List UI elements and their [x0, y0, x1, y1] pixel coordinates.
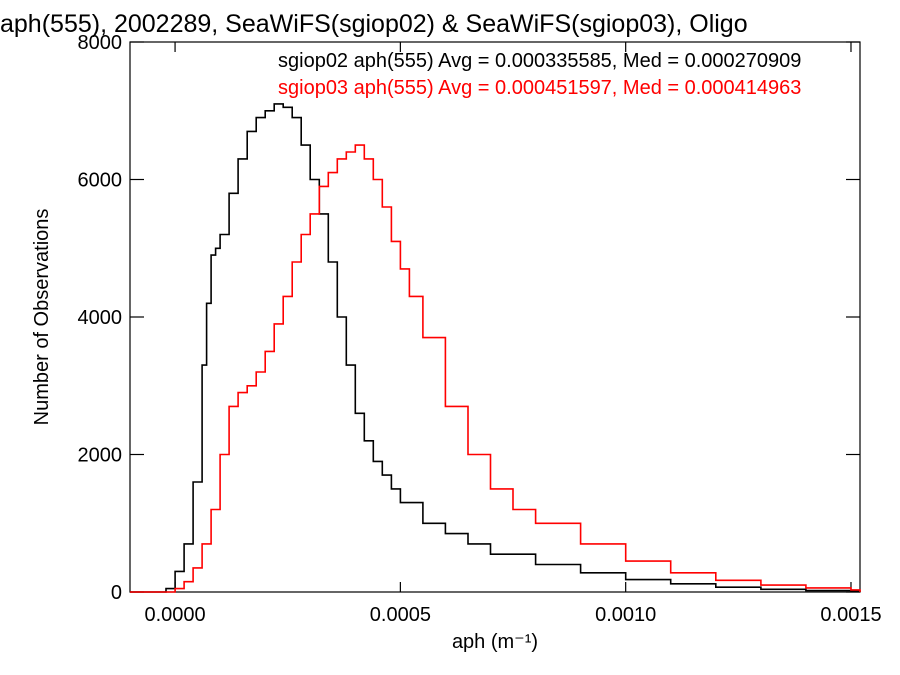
y-tick-label: 0: [111, 582, 122, 604]
annotation-sgiop02: sgiop02 aph(555) Avg = 0.000335585, Med …: [278, 50, 801, 72]
y-tick-label: 6000: [78, 170, 123, 192]
x-axis-label: aph (m⁻¹): [452, 631, 538, 653]
x-ticks: 0.0000 0.0005 0.0010 0.0015: [144, 42, 882, 626]
x-tick-label: 0.0005: [370, 604, 431, 626]
y-ticks: 0 2000 4000 6000 8000: [78, 32, 860, 604]
x-tick-label: 0.0000: [144, 604, 205, 626]
annotation-sgiop03: sgiop03 aph(555) Avg = 0.000451597, Med …: [278, 77, 801, 99]
histogram-series-2: [130, 144, 861, 593]
x-tick-label: 0.0015: [820, 604, 881, 626]
y-tick-label: 4000: [78, 307, 123, 329]
x-tick-label: 0.0010: [595, 604, 656, 626]
y-axis-label: Number of Observations: [31, 209, 53, 426]
y-tick-label: 2000: [78, 445, 123, 467]
series-group: [130, 103, 861, 593]
chart-title: aph(555), 2002289, SeaWiFS(sgiop02) & Se…: [0, 10, 748, 38]
plot-frame: [129, 41, 861, 593]
histogram-series-1: [130, 103, 861, 593]
y-tick-label: 8000: [78, 32, 123, 54]
